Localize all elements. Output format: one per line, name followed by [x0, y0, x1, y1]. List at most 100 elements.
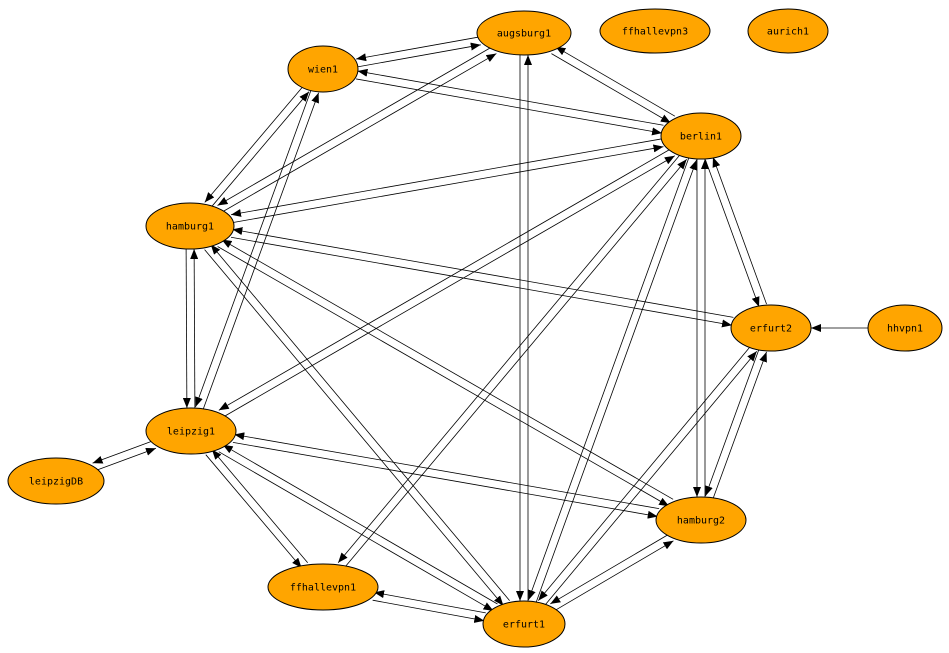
edge-line	[221, 53, 497, 213]
edge-line	[544, 351, 758, 606]
edge-line	[337, 153, 681, 563]
edge-line	[232, 144, 664, 223]
edge-leipzig1-to-leipzigDB	[92, 440, 154, 464]
edge-line	[190, 248, 199, 408]
edge-augsburg1-to-berlin1	[551, 53, 672, 124]
edge-line	[204, 86, 304, 203]
node-ellipse	[482, 600, 566, 648]
node-augsburg1: augsburg1	[476, 10, 572, 56]
node-ellipse	[145, 407, 237, 455]
edge-berlin1-to-ffhallevpn1	[337, 153, 681, 563]
edge-line	[705, 349, 760, 497]
edge-line	[210, 91, 310, 208]
node-hhvpn1: hhvpn1	[867, 304, 943, 352]
edge-erfurt1-to-leipzig1	[222, 444, 498, 605]
edges-layer	[92, 36, 868, 623]
edge-hamburg2-to-erfurt2	[712, 351, 767, 499]
node-aurich1: aurich1	[747, 8, 829, 54]
edge-line	[550, 533, 670, 605]
edge-line	[528, 157, 690, 601]
edge-erfurt2-to-erfurt1	[538, 345, 751, 601]
node-label: leipzigDB	[29, 477, 83, 488]
node-label: erfurt2	[750, 324, 792, 335]
edge-erfurt1-to-ffhallevpn1	[373, 590, 486, 614]
edge-line	[92, 440, 154, 464]
edge-line	[372, 599, 485, 623]
edge-line	[373, 590, 486, 614]
edge-leipzig1-to-hamburg2	[232, 441, 658, 519]
edge-wien1-to-augsburg1	[357, 42, 481, 68]
edge-hamburg2-to-leipzig1	[234, 432, 660, 510]
edge-wien1-to-leipzig1	[195, 89, 312, 408]
node-label: hhvpn1	[887, 324, 923, 335]
edge-line	[356, 78, 663, 136]
node-ellipse	[599, 8, 711, 54]
node-ellipse	[287, 45, 359, 93]
edge-line	[210, 244, 510, 601]
edge-line	[555, 46, 676, 117]
edge-hamburg1-to-leipzig1	[182, 249, 191, 409]
edge-hamburg1-to-erfurt1	[204, 249, 504, 607]
node-ellipse	[7, 457, 105, 505]
edge-line	[204, 249, 504, 607]
edge-berlin1-to-leipzig1	[218, 148, 671, 411]
edge-leipzig1-to-erfurt1	[218, 451, 494, 612]
edge-erfurt1-to-berlin1	[535, 159, 697, 603]
edge-line	[705, 159, 760, 307]
node-erfurt1: erfurt1	[482, 600, 566, 648]
edge-augsburg1-to-hamburg1	[217, 46, 493, 206]
edge-line	[232, 227, 734, 318]
node-ffhallevpn3: ffhallevpn3	[599, 8, 711, 54]
edge-ffhallevpn1-to-erfurt1	[372, 599, 485, 623]
node-leipzigDB: leipzigDB	[7, 457, 105, 505]
edge-line	[551, 53, 672, 124]
edge-line	[712, 351, 767, 499]
edge-line	[202, 92, 319, 410]
node-wien1: wien1	[287, 45, 359, 93]
edge-leipzig1-to-ffhallevpn1	[205, 454, 302, 569]
edge-line	[182, 249, 191, 409]
edge-erfurt1-to-hamburg1	[210, 244, 510, 601]
edge-line	[218, 148, 671, 411]
node-erfurt2: erfurt2	[730, 304, 812, 352]
node-ellipse	[660, 112, 742, 160]
edge-hamburg1-to-erfurt2	[230, 236, 733, 328]
node-label: wien1	[308, 65, 338, 76]
edge-hamburg1-to-wien1	[210, 91, 310, 208]
node-label: ffhallevpn1	[290, 583, 356, 594]
node-ellipse	[867, 304, 943, 352]
edge-line	[222, 155, 676, 418]
edge-line	[217, 246, 670, 507]
node-ellipse	[145, 202, 235, 250]
edge-line	[538, 345, 751, 601]
edge-erfurt2-to-berlin1	[712, 157, 767, 305]
edge-line	[232, 441, 658, 519]
edge-erfurt2-to-hamburg1	[232, 227, 734, 318]
edge-line	[355, 36, 480, 62]
node-label: ffhallevpn3	[622, 27, 688, 38]
edge-leipzig1-to-hamburg1	[190, 248, 199, 408]
node-ellipse	[267, 563, 379, 611]
edge-erfurt2-to-hamburg2	[705, 349, 760, 497]
edge-berlin1-to-erfurt2	[705, 159, 760, 307]
edge-erfurt1-to-hamburg2	[554, 540, 674, 612]
edge-line	[221, 239, 674, 500]
node-label: erfurt1	[503, 620, 545, 631]
node-ellipse	[655, 496, 747, 544]
node-label: leipzig1	[167, 427, 215, 438]
edge-line	[712, 157, 767, 305]
edge-line	[195, 89, 312, 408]
edge-line	[234, 432, 660, 510]
edge-hamburg1-to-hamburg2	[217, 246, 670, 507]
edge-line	[218, 451, 494, 612]
edge-ffhallevpn1-to-leipzig1	[211, 449, 309, 563]
edge-leipzig1-to-berlin1	[222, 155, 676, 418]
edge-augsburg1-to-wien1	[355, 36, 480, 62]
node-ellipse	[730, 304, 812, 352]
edge-line	[230, 236, 733, 328]
edge-berlin1-to-augsburg1	[555, 46, 676, 117]
edge-line	[222, 444, 498, 605]
edge-hamburg2-to-erfurt1	[550, 533, 670, 605]
edge-hamburg1-to-augsburg1	[221, 53, 497, 213]
